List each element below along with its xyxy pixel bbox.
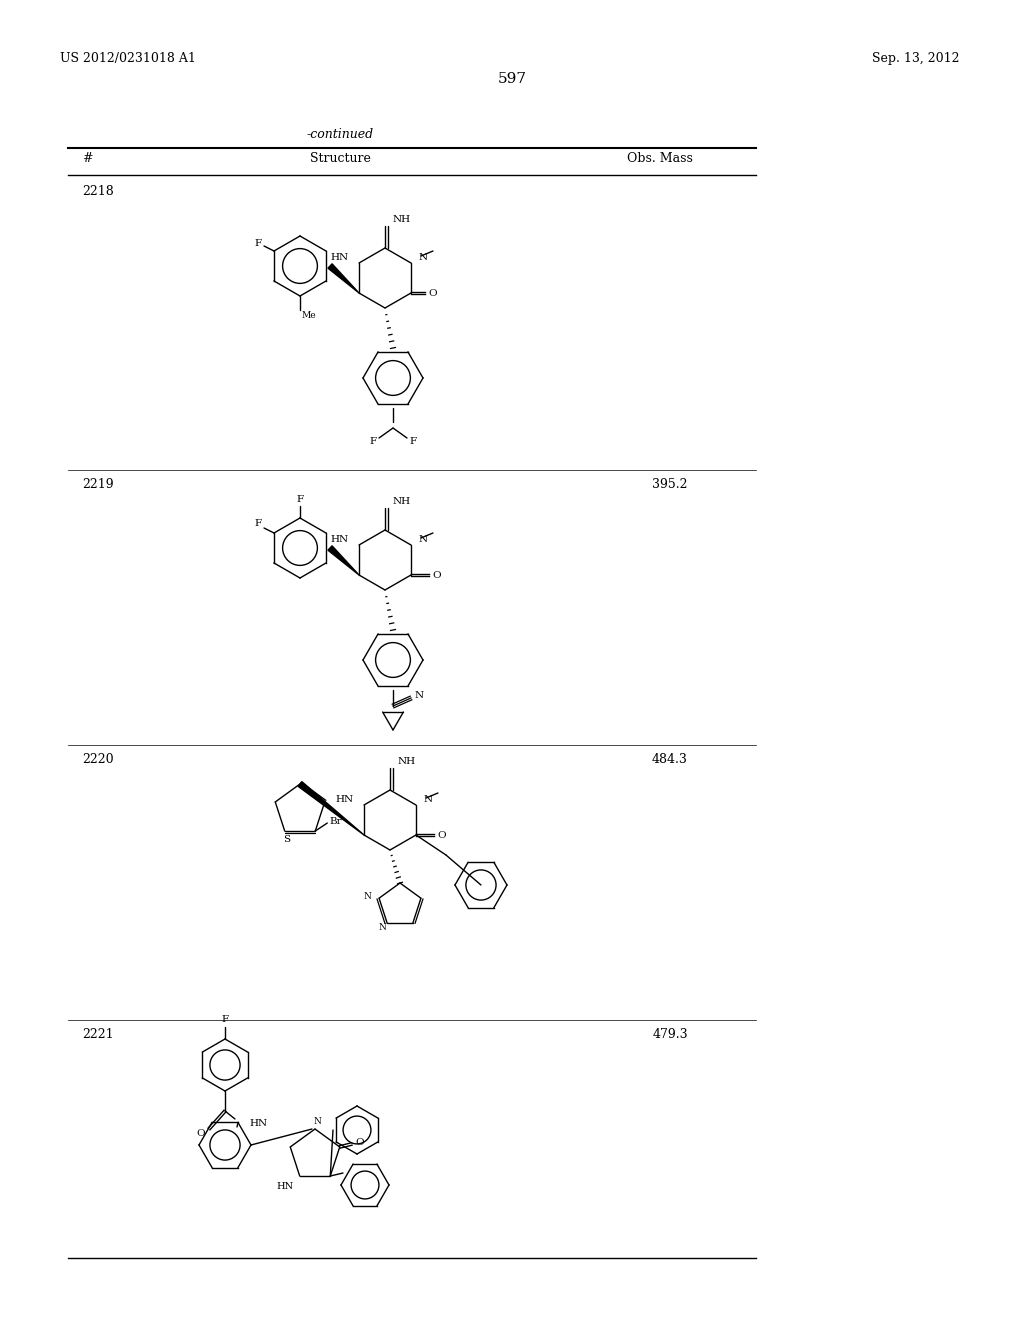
Text: N: N (419, 253, 428, 263)
Text: Sep. 13, 2012: Sep. 13, 2012 (872, 51, 961, 65)
Text: N: N (378, 923, 386, 932)
Text: N: N (364, 892, 371, 900)
Text: O: O (355, 1138, 365, 1147)
Polygon shape (328, 545, 359, 576)
Text: N: N (419, 536, 428, 544)
Text: O: O (429, 289, 437, 297)
Text: F: F (221, 1015, 228, 1024)
Text: 479.3: 479.3 (652, 1028, 688, 1041)
Text: Me: Me (301, 312, 315, 321)
Text: -continued: -continued (306, 128, 374, 141)
Text: US 2012/0231018 A1: US 2012/0231018 A1 (60, 51, 196, 65)
Text: S: S (284, 834, 290, 843)
Text: Structure: Structure (309, 152, 371, 165)
Text: HN: HN (336, 796, 354, 804)
Text: HN: HN (276, 1181, 294, 1191)
Text: O: O (437, 830, 446, 840)
Text: N: N (313, 1117, 321, 1126)
Text: HN: HN (249, 1118, 267, 1127)
Text: 484.3: 484.3 (652, 752, 688, 766)
Text: 2220: 2220 (82, 752, 114, 766)
Text: 2218: 2218 (82, 185, 114, 198)
Text: HN: HN (331, 253, 349, 263)
Text: F: F (254, 520, 261, 528)
Text: 597: 597 (498, 73, 526, 86)
Text: O: O (197, 1130, 206, 1138)
Text: N: N (424, 796, 433, 804)
Polygon shape (328, 264, 359, 293)
Text: 395.2: 395.2 (652, 478, 688, 491)
Text: 2221: 2221 (82, 1028, 114, 1041)
Text: N: N (415, 692, 424, 701)
Text: F: F (370, 437, 377, 446)
Text: F: F (410, 437, 417, 446)
Text: O: O (433, 570, 441, 579)
Text: Obs. Mass: Obs. Mass (627, 152, 693, 165)
Text: #: # (82, 152, 92, 165)
Text: F: F (296, 495, 303, 503)
Text: NH: NH (393, 215, 411, 224)
Text: NH: NH (398, 758, 416, 767)
Text: HN: HN (331, 536, 349, 544)
Text: Br: Br (329, 817, 342, 825)
Text: F: F (254, 239, 261, 248)
Polygon shape (298, 781, 364, 836)
Text: 2219: 2219 (82, 478, 114, 491)
Text: NH: NH (393, 498, 411, 507)
